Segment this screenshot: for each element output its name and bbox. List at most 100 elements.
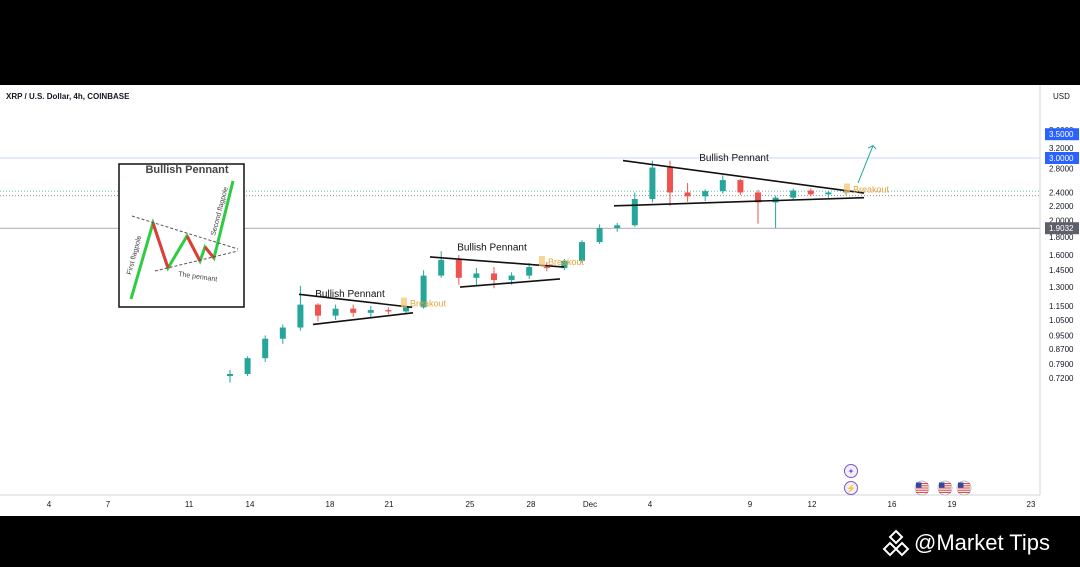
inset-frame [118,163,245,308]
candle-body [719,180,726,192]
x-tick-label: 4 [47,500,52,509]
candle-body [825,192,832,195]
candle-body [227,373,233,377]
us-flag-icon[interactable] [956,480,972,496]
candle-body [262,338,269,359]
candle-body [438,259,445,276]
breakout-label: Breakout [410,299,447,309]
x-tick-label: 4 [648,500,653,509]
candle-body [367,310,374,313]
candle-body [737,180,744,193]
breakout-marker [539,255,545,266]
candle-body [332,308,339,316]
x-tick-label: 28 [527,500,536,509]
x-tick-label: 21 [385,500,394,509]
x-tick-label: 7 [106,500,111,509]
y-tick-label: 1.1500 [1049,302,1074,311]
price-chart[interactable]: Bullish Pennant Breakout Bullish Pennant Br… [0,85,1080,516]
candle-body [279,327,286,339]
y-tick-label: 1.8000 [1049,233,1074,242]
star-badge-icon[interactable]: ✦ [844,464,858,478]
y-tick-label: 2.8000 [1049,165,1074,174]
symbol-title[interactable]: XRP / U.S. Dollar, 4h, COINBASE [6,92,130,101]
pennant-upper-trendline [298,293,413,309]
candle-body [491,273,497,281]
x-tick-label: 9 [748,500,753,509]
inset-lower-trendline [154,250,239,272]
price-tag-label: 3.5000 [1049,130,1074,139]
x-tick-label: 16 [888,500,897,509]
inset-down-leg-1 [151,222,170,269]
candle-body [420,275,427,308]
axis-layer: 3.60003.20002.80002.40002.20002.00001.80… [0,85,1079,509]
chart-panel[interactable]: Bullish Pennant Breakout Bullish Pennant Br… [0,85,1080,516]
pennant-label: Bullish Pennant [315,289,385,300]
candle-body [755,192,761,203]
x-tick-label: 18 [326,500,335,509]
y-tick-label: 3.2000 [1049,144,1074,153]
candle-body [579,242,585,261]
breakout-marker [844,183,850,194]
y-tick-label: 1.4500 [1049,266,1074,275]
x-tick-label: 11 [185,500,194,509]
pattern-inset: Bullish Pennant First flagpole Second fl… [118,163,245,308]
price-tag [1045,222,1079,235]
price-tag-label: 1.9032 [1049,224,1074,233]
price-tag [1045,152,1079,164]
y-tick-label: 2.4000 [1049,188,1074,197]
price-tag [1045,128,1079,141]
y-tick-label: 0.7900 [1049,360,1074,369]
candle-body [596,228,603,243]
y-tick-label: 0.9500 [1049,331,1074,340]
pennant-lower-trendline [613,196,865,207]
candle-body [244,358,251,374]
svg-text:⚡: ⚡ [846,483,856,493]
projection-arrow [857,145,874,184]
candle-body [631,199,638,226]
us-flag-icon[interactable] [914,480,930,496]
y-tick-label: 0.7200 [1049,374,1074,383]
candle-body [807,190,814,195]
inset-upper-trendline [131,215,239,250]
event-icons: ✦⚡ [844,464,972,496]
candle-body [350,308,357,313]
annotation-layer: Bullish Pennant Breakout Bullish Pennant Br… [298,145,890,326]
candles-layer [227,160,849,383]
candle-body [684,192,691,197]
candle-body [790,190,797,198]
candle-body [297,304,304,328]
x-tick-label: 14 [246,500,255,509]
candle-body [403,307,409,312]
y-tick-label: 2.2000 [1049,202,1074,211]
breakout-label: Breakout [853,185,890,195]
y-tick-label: 1.0500 [1049,316,1074,325]
pennant-label: Bullish Pennant [699,153,769,164]
pennant-lower-trendline [312,312,414,326]
candle-body [455,259,462,278]
candle-body [702,191,709,197]
x-tick-label: 25 [466,500,475,509]
candle-body [667,167,673,193]
candle-body [561,260,568,269]
candle-body [508,275,515,281]
pennant-lower-trendline [459,278,561,288]
lightning-badge-icon[interactable]: ⚡ [844,481,858,495]
price-tag-label: 3.0000 [1049,154,1074,163]
y-tick-label: 1.6000 [1049,251,1074,260]
inset-title: Bullish Pennant [145,164,228,176]
y-tick-label: 2.0000 [1049,217,1074,226]
x-tick-label: 12 [808,500,817,509]
currency-label[interactable]: USD [1053,92,1070,101]
candle-body [543,267,550,269]
brand-text: @Market Tips [914,530,1051,555]
candle-body [315,304,321,316]
svg-text:✦: ✦ [848,467,855,476]
candle-body [526,267,533,276]
inset-down-leg-3 [203,246,216,259]
footer-brand: @Market Tips [882,529,1050,557]
x-tick-label: 19 [948,500,957,509]
us-flag-icon[interactable] [937,480,953,496]
pennant-label: Bullish Pennant [457,242,527,253]
projection-arrow-head [867,145,877,150]
candle-body [614,225,621,229]
